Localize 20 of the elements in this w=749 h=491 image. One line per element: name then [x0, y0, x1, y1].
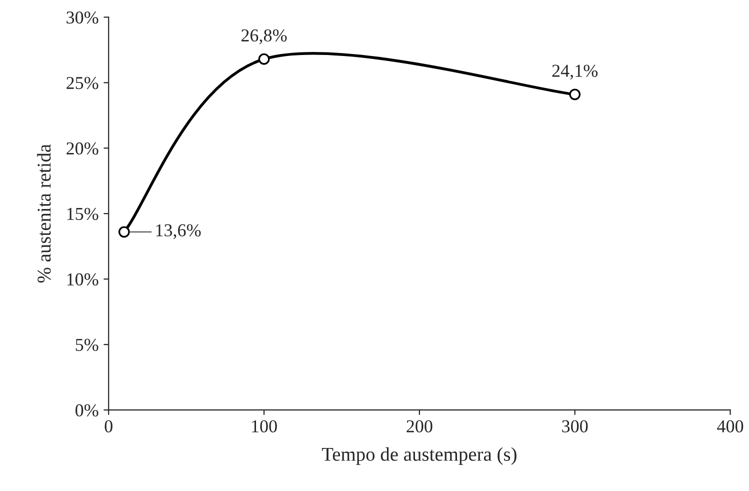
y-tick-label: 10%	[67, 273, 98, 286]
x-tick-label: 200	[406, 420, 432, 432]
point	[118, 226, 130, 238]
data-label: 13,6%	[156, 224, 201, 240]
x-axis-title: Tempo de austempera (s)	[322, 447, 516, 465]
y-tick-label: 0%	[76, 404, 98, 416]
data-label: 26,8%	[241, 29, 287, 44]
point	[258, 53, 270, 65]
y-axis-title: % austenita retida	[37, 144, 51, 283]
x-tick-label: 400	[717, 420, 744, 432]
y-tick-label: 20%	[66, 142, 98, 155]
y-tick-label: 25%	[66, 76, 98, 90]
y-tick-label: 30%	[66, 11, 98, 24]
point	[569, 88, 581, 100]
y-tick-label: 5%	[76, 338, 98, 352]
x-tick-label: 300	[562, 420, 588, 432]
x-tick-label: 0	[104, 420, 112, 432]
y-tick-label: 15%	[67, 208, 98, 220]
data-label: 24,1%	[552, 64, 598, 80]
x-tick-label: 100	[252, 420, 277, 432]
